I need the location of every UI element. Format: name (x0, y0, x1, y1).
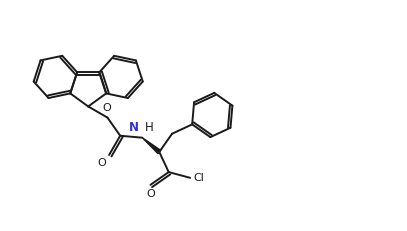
Text: O: O (146, 188, 155, 198)
Text: N: N (129, 121, 139, 134)
Polygon shape (142, 138, 161, 154)
Text: O: O (103, 102, 112, 112)
Text: H: H (144, 121, 153, 134)
Text: O: O (97, 158, 106, 167)
Text: Cl: Cl (194, 172, 204, 182)
